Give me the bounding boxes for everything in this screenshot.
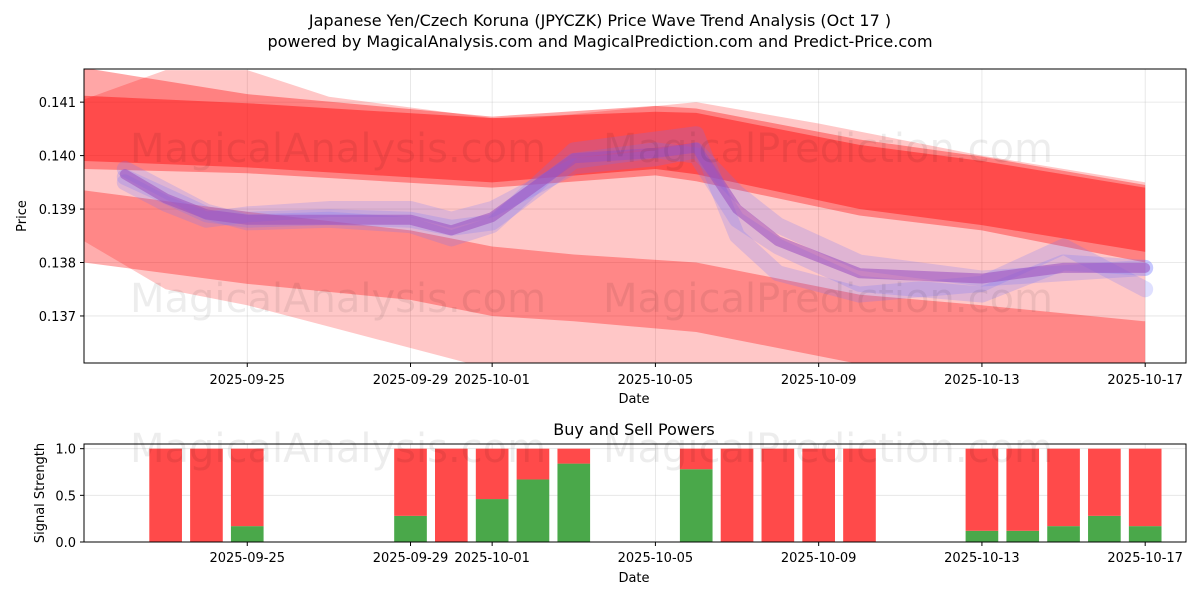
buy-bar — [475, 499, 509, 542]
buy-bar — [679, 469, 713, 542]
main-x-tick-label: 2025-09-29 — [373, 373, 449, 388]
sell-bar — [720, 448, 754, 542]
buy-sell-y-axis-ticks: 0.0 0.5 1.0 — [55, 443, 84, 551]
buy-bar — [1047, 526, 1080, 542]
watermark-analysis-top: MagicalAnalysis.com — [130, 126, 546, 172]
sell-bar — [230, 448, 264, 527]
buy-sell-y-tick-label: 1.0 — [55, 443, 76, 458]
buy-sell-powers-chart: Buy and Sell Powers MagicalAnalysis.com … — [33, 420, 1187, 586]
buy-bar — [1128, 526, 1162, 542]
sell-bar — [679, 448, 713, 470]
buy-bar — [557, 463, 591, 542]
main-gridlines — [84, 69, 1186, 363]
sell-bar — [1047, 448, 1080, 527]
buy-sell-x-tick-label: 2025-09-29 — [373, 551, 449, 566]
sell-bar — [1128, 448, 1162, 527]
sell-bar — [965, 448, 999, 531]
buy-sell-watermarks: MagicalAnalysis.com MagicalPrediction.co… — [130, 426, 1053, 472]
watermark-prediction-top: MagicalPrediction.com — [603, 126, 1053, 172]
main-plot-frame — [83, 68, 1187, 364]
wave-bands — [84, 69, 1146, 363]
sell-bar — [1088, 448, 1121, 516]
buy-sell-x-axis-label: Date — [618, 571, 649, 586]
purple-wave — [119, 142, 1151, 284]
main-y-tick-label: 0.141 — [39, 96, 76, 111]
main-y-tick-label: 0.140 — [39, 150, 76, 165]
buy-sell-bars — [149, 448, 1162, 542]
buy-bar — [965, 530, 999, 542]
chart-title: Japanese Yen/Czech Koruna (JPYCZK) Price… — [308, 11, 891, 30]
main-x-tick-label: 2025-10-05 — [618, 373, 694, 388]
sell-bar — [516, 448, 550, 480]
lower-red-wave-band — [84, 190, 1146, 363]
main-y-tick-label: 0.138 — [39, 257, 76, 272]
descending-red-wave-band — [84, 70, 1146, 363]
buy-sell-x-tick-label: 2025-10-01 — [454, 551, 530, 566]
buy-sell-y-tick-label: 0.0 — [55, 536, 76, 551]
main-red-wave-band — [84, 95, 1146, 252]
upper-red-wave-band — [84, 69, 1146, 263]
buy-bar — [1088, 515, 1121, 542]
sell-bar — [475, 448, 509, 500]
watermark-prediction-lower: MagicalPrediction.com — [603, 426, 1053, 472]
main-x-axis-label: Date — [618, 392, 649, 407]
buy-sell-y-tick-label: 0.5 — [55, 489, 76, 504]
main-y-axis-label: Price — [15, 200, 30, 232]
buy-sell-y-axis-label: Signal Strength — [33, 443, 48, 543]
buy-bar — [394, 515, 427, 542]
watermark-analysis-lower: MagicalAnalysis.com — [130, 426, 546, 472]
sell-bar — [394, 448, 427, 516]
chart-subtitle: powered by MagicalAnalysis.com and Magic… — [267, 32, 932, 51]
sell-bar — [190, 448, 223, 542]
price-wave-chart: MagicalAnalysis.com MagicalPrediction.co… — [15, 68, 1187, 407]
sell-bar — [557, 448, 591, 464]
buy-sell-plot-frame — [83, 443, 1187, 543]
main-x-tick-label: 2025-10-13 — [944, 373, 1020, 388]
main-y-tick-label: 0.139 — [39, 203, 76, 218]
watermark-analysis-bottom: MagicalAnalysis.com — [130, 276, 546, 322]
main-y-tick-label: 0.137 — [39, 310, 76, 325]
buy-bar — [230, 526, 264, 542]
buy-sell-x-axis-ticks: 2025-09-25 2025-09-29 2025-10-01 2025-10-05… — [209, 542, 1183, 566]
sell-bar — [761, 448, 795, 542]
buy-sell-chart-title: Buy and Sell Powers — [553, 420, 715, 439]
sell-bar — [149, 448, 182, 542]
main-x-tick-label: 2025-10-09 — [781, 373, 857, 388]
main-watermarks: MagicalAnalysis.com MagicalPrediction.co… — [130, 126, 1053, 322]
buy-bar — [1006, 530, 1040, 542]
wave-lines — [116, 126, 1154, 303]
buy-sell-x-tick-label: 2025-10-05 — [618, 551, 694, 566]
sell-bar — [435, 448, 468, 542]
buy-sell-x-tick-label: 2025-10-09 — [781, 551, 857, 566]
sell-bar — [1006, 448, 1040, 531]
buy-sell-x-tick-label: 2025-10-13 — [944, 551, 1020, 566]
main-x-tick-label: 2025-09-25 — [209, 373, 285, 388]
main-x-axis-ticks: 2025-09-25 2025-09-29 2025-10-01 2025-10-05… — [209, 363, 1183, 388]
sell-bar — [802, 448, 835, 542]
buy-sell-x-tick-label: 2025-09-25 — [209, 551, 285, 566]
buy-bar — [516, 479, 550, 542]
buy-sell-x-tick-label: 2025-10-17 — [1107, 551, 1183, 566]
sell-bar — [843, 448, 876, 542]
watermark-prediction-bottom: MagicalPrediction.com — [603, 276, 1053, 322]
main-x-tick-label: 2025-10-01 — [454, 373, 530, 388]
main-x-tick-label: 2025-10-17 — [1107, 373, 1183, 388]
main-y-axis-ticks: 0.137 0.138 0.139 0.140 0.141 — [39, 96, 84, 325]
